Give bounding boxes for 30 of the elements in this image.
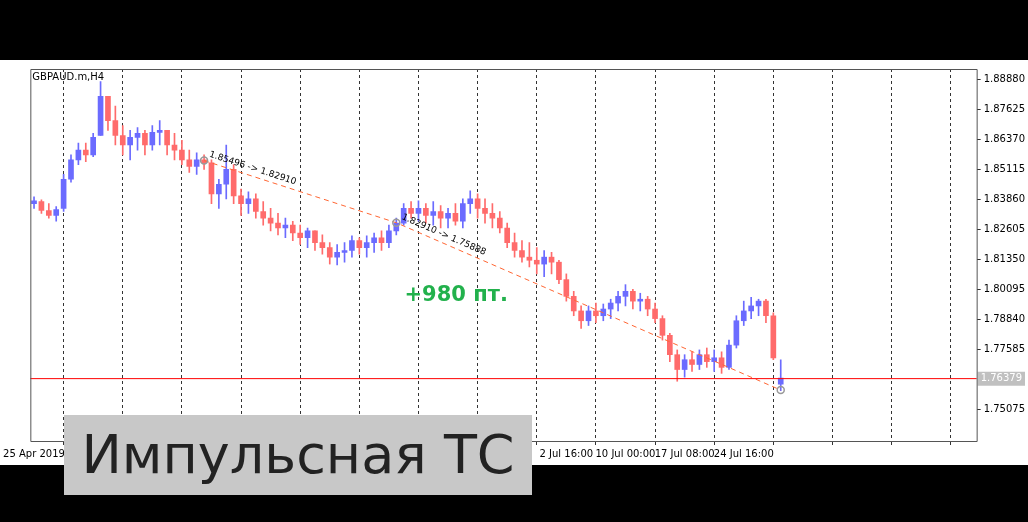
candlestick <box>482 198 488 224</box>
point <box>776 385 785 395</box>
y-tick-label: 1.86370 <box>983 133 1026 145</box>
annotation: +980 пт. <box>404 282 508 307</box>
annotation: Импульсная ТС <box>64 415 532 495</box>
y-tick-label: 1.82605 <box>983 223 1026 235</box>
x-tick-label: 24 Jul 16:00 <box>713 447 774 459</box>
x-tick-label: 17 Jul 08:00 <box>654 447 715 459</box>
candlestick <box>533 247 540 275</box>
candlestick <box>275 213 281 236</box>
candlestick <box>156 120 163 146</box>
y-tick-label: 1.75075 <box>983 403 1026 415</box>
candlestick <box>297 224 304 245</box>
x-tick-label: 25 Apr 2019 <box>3 447 65 459</box>
y-tick-label: 1.78840 <box>983 313 1026 325</box>
y-tick-label: 1.83860 <box>983 193 1026 205</box>
y-tick-label: 1.77585 <box>983 343 1026 355</box>
candlestick <box>334 244 340 266</box>
candlestick <box>748 296 754 319</box>
y-tick-label: 1.80095 <box>983 283 1026 295</box>
x-tick-label: 2 Jul 16:00 <box>539 447 594 459</box>
y-tick-label: 1.85115 <box>983 163 1026 175</box>
x-tick-label: 10 Jul 00:00 <box>595 447 656 459</box>
candlestick <box>711 349 718 372</box>
y-tick-label: 1.88880 <box>983 73 1026 85</box>
point <box>392 218 401 227</box>
ref-line-label: 1.76379 <box>980 372 1023 384</box>
y-tick-label: 1.87625 <box>983 103 1026 115</box>
chart-title: GBPAUD.m,H4 <box>32 70 105 82</box>
y-tick-label: 1.81350 <box>983 253 1026 265</box>
